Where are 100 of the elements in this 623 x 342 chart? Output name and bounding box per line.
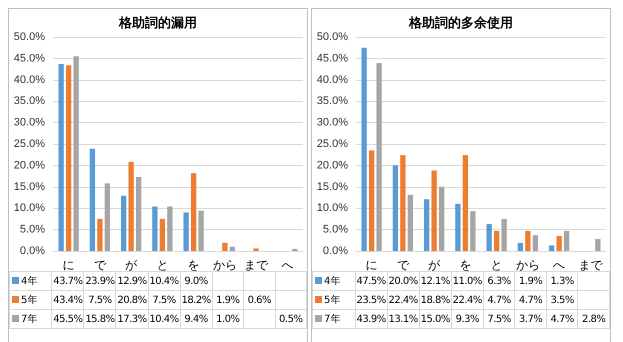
data-label: 0.6% xyxy=(244,290,275,310)
bar xyxy=(431,170,437,251)
y-tick-label: 30.0% xyxy=(316,116,348,129)
data-label: 4.7% xyxy=(483,290,515,310)
data-label: 22.4% xyxy=(451,290,484,310)
y-tick-label: 20.0% xyxy=(14,159,46,172)
bar xyxy=(392,165,398,251)
y-tick-label: 25.0% xyxy=(316,138,348,150)
y-tick-label: 5.0% xyxy=(322,224,348,236)
data-label: 13.1% xyxy=(387,310,420,328)
bar xyxy=(424,199,430,251)
y-tick-label: 20.0% xyxy=(316,159,348,172)
data-label: 7.5% xyxy=(84,290,116,310)
data-label: 12.1% xyxy=(419,272,452,290)
y-tick-label: 50.0% xyxy=(316,31,348,43)
data-label: 4.7% xyxy=(546,310,578,328)
x-tick-label: から xyxy=(212,258,237,272)
bar xyxy=(518,242,524,251)
bar xyxy=(152,206,158,251)
x-tick-label: を xyxy=(188,258,200,272)
x-tick-label: まで xyxy=(244,258,270,272)
data-label: 43.4% xyxy=(52,290,84,310)
data-label: 23.9% xyxy=(84,272,116,290)
data-label: 4.7% xyxy=(514,290,546,310)
bar xyxy=(90,148,96,251)
x-tick-label: が xyxy=(428,258,442,272)
legend-label: 4年 xyxy=(312,272,356,290)
y-tick-label: 15.0% xyxy=(14,180,46,193)
bar xyxy=(400,155,406,251)
bar xyxy=(253,248,259,251)
x-tick-label: へ xyxy=(553,258,566,272)
data-label: 15.8% xyxy=(84,310,116,328)
bar xyxy=(97,218,103,251)
data-label: 1.3% xyxy=(546,272,578,290)
y-tick-label: 10.0% xyxy=(14,202,46,214)
x-tick-label: が xyxy=(125,258,138,272)
y-tick-label: 0.0% xyxy=(20,245,46,257)
y-tick-label: 15.0% xyxy=(316,180,348,193)
data-label: 9.0% xyxy=(180,272,212,290)
bar xyxy=(408,194,414,251)
bar xyxy=(73,56,79,251)
data-label: 1.0% xyxy=(212,310,244,328)
bar xyxy=(136,176,142,251)
legend-label: 5年 xyxy=(312,290,356,310)
bar xyxy=(564,230,570,251)
bar xyxy=(128,162,134,251)
y-tick-label: 35.0% xyxy=(14,95,46,108)
data-label: 43.9% xyxy=(355,310,388,328)
y-tick-label: 35.0% xyxy=(316,95,348,108)
data-label: 22.4% xyxy=(387,290,420,310)
y-tick-label: 30.0% xyxy=(14,116,46,129)
legend-label: 7年 xyxy=(10,310,52,328)
data-label: 7.5% xyxy=(483,310,515,328)
bar xyxy=(438,186,444,251)
data-label: 10.4% xyxy=(148,310,180,328)
y-tick-label: 5.0% xyxy=(20,224,46,236)
y-tick-label: 45.0% xyxy=(14,52,46,64)
data-label: 9.3% xyxy=(451,310,484,328)
bar xyxy=(548,245,554,251)
bar xyxy=(368,150,374,251)
data-label: 15.0% xyxy=(419,310,452,328)
bar xyxy=(160,218,166,251)
data-label: 18.2% xyxy=(180,290,212,310)
bar xyxy=(494,230,500,251)
data-label: 12.9% xyxy=(116,272,148,290)
x-tick-label: で xyxy=(94,258,107,272)
bar xyxy=(167,206,173,251)
x-tick-label: と xyxy=(490,258,503,272)
x-tick-label: へ xyxy=(281,258,294,272)
bar xyxy=(120,196,126,251)
bar xyxy=(198,210,204,251)
y-tick-label: 50.0% xyxy=(14,31,46,43)
bar xyxy=(595,239,601,251)
bar xyxy=(455,204,461,251)
bar xyxy=(486,224,492,251)
bar xyxy=(58,64,64,251)
data-label: 11.0% xyxy=(451,272,484,290)
y-tick-label: 40.0% xyxy=(14,74,46,86)
bar xyxy=(104,183,110,251)
bar xyxy=(183,212,189,251)
data-label: 2.8% xyxy=(578,310,610,328)
legend-label: 7年 xyxy=(312,310,356,328)
data-label: 47.5% xyxy=(355,272,388,290)
data-label: 23.5% xyxy=(355,290,388,310)
data-label: 7.5% xyxy=(148,290,180,310)
data-label: 17.3% xyxy=(116,310,148,328)
y-tick-label: 0.0% xyxy=(322,245,348,257)
data-label: 3.7% xyxy=(514,310,546,328)
data-label: 10.4% xyxy=(148,272,180,290)
data-label: 3.5% xyxy=(546,290,578,310)
bar xyxy=(532,235,538,251)
bar xyxy=(376,63,382,251)
chart-title: 格助詞的多余使用 xyxy=(408,15,513,30)
x-tick-label: と xyxy=(156,258,168,272)
y-tick-label: 40.0% xyxy=(316,74,348,86)
bar xyxy=(190,173,196,251)
x-tick-label: に xyxy=(366,258,378,272)
data-label: 45.5% xyxy=(52,310,84,328)
data-label: 43.7% xyxy=(52,272,84,290)
legend-label: 4年 xyxy=(10,272,52,290)
